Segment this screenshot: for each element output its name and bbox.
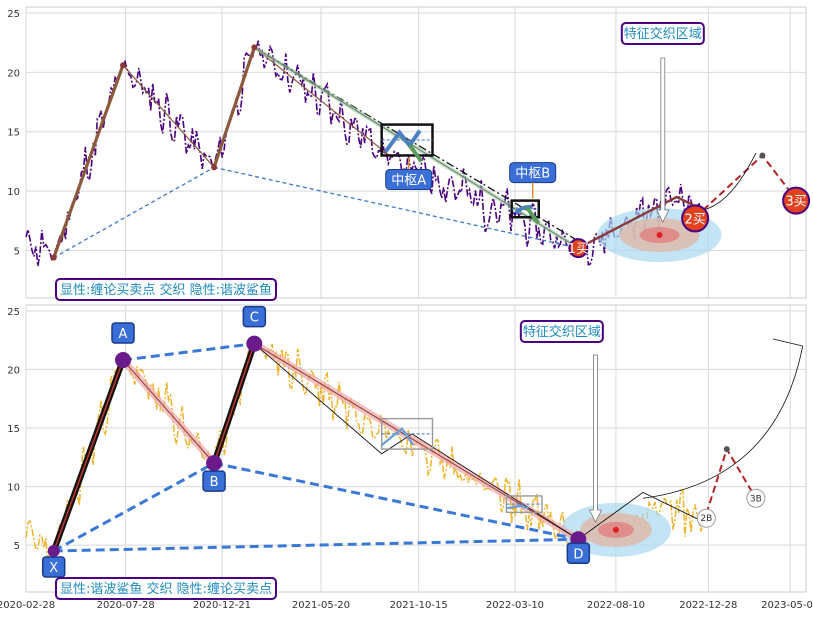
zhongshu-label: 中枢A [391,173,426,188]
x-tick-label: 2020-02-28 [0,600,55,611]
bi-stroke [253,46,393,159]
hidden-buy-point [696,508,716,528]
y-tick-label: 10 [7,483,20,494]
x-tick-label: 2022-12-28 [679,600,737,611]
harmonic-label: D [573,547,583,562]
harmonic-connector [53,537,579,553]
stroke-vertex [50,254,57,261]
harmonic-label-box [41,556,66,578]
harmonic-leg-core [53,359,124,552]
x-tick-label: 2021-10-15 [390,600,448,611]
zhongshu-zigzag-green [524,206,541,225]
hidden-buy-point-label: 2B [700,514,712,524]
support-line [53,166,215,259]
harmonic-label: C [250,311,259,326]
buy-point-label: 3买 [785,195,806,210]
harmonic-label: A [119,327,128,342]
feature-callout-box [519,320,604,343]
y-tick-label: 25 [7,307,20,318]
feature-callout-arrow [588,354,603,523]
feature-callout-arrow [656,57,670,223]
harmonic-leg-thin [122,359,215,464]
hidden-zhongshu-zigzag [506,504,529,510]
y-tick-label: 25 [7,9,20,20]
buy-point-label: 1买 [568,242,589,257]
harmonic-label: B [210,475,219,490]
zhongshu-label: 中枢B [515,167,550,182]
hidden-stroke [254,343,579,540]
feature-area-center [656,232,663,239]
forecast-peak-dot [723,446,730,453]
x-tick-label: 2021-05-20 [292,600,350,611]
bi-stroke [122,64,215,168]
harmonic-connector [213,461,579,541]
price-line [25,40,704,267]
buy-point [681,204,710,233]
harmonic-vertex [47,545,60,557]
forecast-cap [772,338,803,347]
legend-box [55,278,277,301]
y-tick-label: 20 [7,365,20,376]
feature-callout-box [620,22,705,45]
forecast-curve [642,345,804,499]
harmonic-leg-core [213,343,256,464]
zhongshu-zigzag [514,204,533,215]
harmonic-vertex [115,352,132,369]
hidden-zhongshu-zigzag [381,426,415,446]
harmonic-label: X [49,561,58,576]
bi-stroke [212,46,256,168]
y-tick-label: 15 [7,128,20,139]
x-tick-label: 2023-05-01 [761,600,813,611]
down-band [253,45,580,250]
forecast-curve [702,152,757,211]
buy-point [568,238,589,259]
harmonic-label-box [202,470,226,492]
harmonic-label-box [566,542,591,565]
harmonic-connector [122,342,255,362]
legend-text: 显性:缠论买卖点 交织 隐性:谐波鲨鱼 [60,282,272,298]
feature-callout-text: 特征交织区域 [523,324,601,340]
support-line [213,166,579,249]
hidden-buy-point [746,488,766,508]
y-tick-label: 20 [7,68,20,79]
feature-area-center [612,526,619,533]
zhongshu-zigzag-green [408,144,424,163]
feature-callout-text: 特征交织区域 [624,26,702,42]
harmonic-vertex [206,455,223,472]
hidden-buy-point-label: 3B [750,494,762,504]
harmonic-connector [52,461,215,553]
y-tick-label: 5 [14,246,20,257]
y-tick-label: 15 [7,424,20,435]
y-tick-label: 5 [14,541,20,552]
stroke-vertex [211,164,218,171]
zhongshu-zigzag [384,129,422,153]
x-tick-label: 2020-07-28 [97,600,155,611]
stroke-vertex [120,62,127,69]
legend-box [55,577,277,600]
legend-text: 显性:谐波鲨鱼 交织 隐性:缠论买卖点 [60,581,272,597]
buy-point-label: 2买 [684,212,705,227]
stroke-vertex [251,44,258,51]
harmonic-label-box [111,322,135,344]
buy-point [782,186,811,215]
hidden-stroke [578,491,704,540]
x-tick-label: 2020-12-21 [193,600,251,611]
y-tick-label: 10 [7,187,20,198]
forecast-peak-dot [759,152,766,159]
x-tick-label: 2022-08-10 [587,600,645,611]
x-tick-label: 2022-03-10 [486,600,544,611]
harmonic-label-box [242,305,267,328]
harmonic-vertex [246,335,263,352]
bi-stroke [52,64,125,259]
